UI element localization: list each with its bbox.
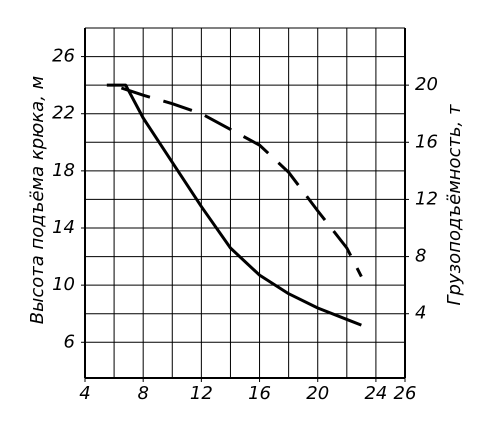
y2-tick-label: 16 <box>415 131 438 152</box>
y-tick-label: 14 <box>52 217 75 238</box>
x-tick-label: 4 <box>79 383 90 404</box>
y2-axis-label: Грузоподъёмность, т <box>444 104 465 306</box>
x-tick-label: 20 <box>306 383 329 404</box>
y-tick-label: 10 <box>52 274 75 295</box>
x-tick-label: 24 <box>364 383 387 404</box>
y-tick-label: 18 <box>52 160 75 181</box>
y2-tick-label: 8 <box>415 246 426 267</box>
x-tick-label: 26 <box>394 383 417 404</box>
data-line <box>120 86 363 278</box>
y-tick-label: 26 <box>52 46 75 67</box>
y2-tick-label: 12 <box>415 188 438 209</box>
y-axis-label: Высота подъёма крюка, м <box>27 76 48 324</box>
data-line <box>106 83 362 327</box>
x-tick-label: 16 <box>248 383 271 404</box>
y2-tick-label: 20 <box>415 74 438 95</box>
y2-tick-label: 4 <box>415 303 426 324</box>
x-tick-label: 8 <box>137 383 148 404</box>
x-tick-label: 12 <box>190 383 213 404</box>
y-tick-label: 22 <box>52 103 75 124</box>
y-tick-label: 6 <box>64 331 75 352</box>
